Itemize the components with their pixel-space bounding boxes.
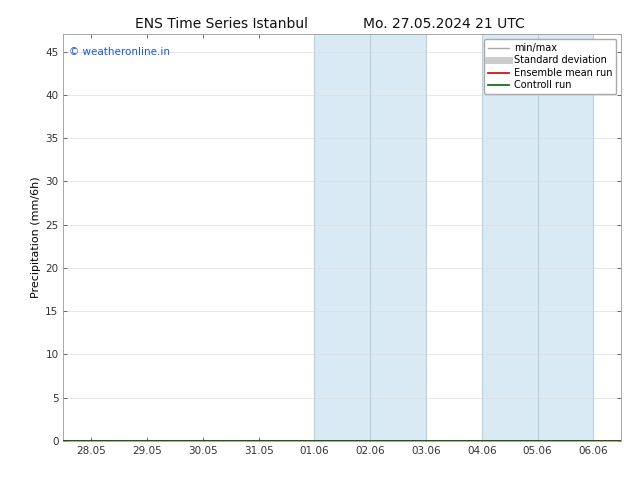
Text: © weatheronline.in: © weatheronline.in: [69, 47, 170, 56]
Bar: [370, 34, 426, 441]
Text: ENS Time Series Istanbul: ENS Time Series Istanbul: [136, 17, 308, 31]
Text: Mo. 27.05.2024 21 UTC: Mo. 27.05.2024 21 UTC: [363, 17, 525, 31]
Bar: [538, 34, 593, 441]
Bar: [482, 34, 538, 441]
Y-axis label: Precipitation (mm/6h): Precipitation (mm/6h): [31, 177, 41, 298]
Legend: min/max, Standard deviation, Ensemble mean run, Controll run: min/max, Standard deviation, Ensemble me…: [484, 39, 616, 94]
Bar: [314, 34, 370, 441]
